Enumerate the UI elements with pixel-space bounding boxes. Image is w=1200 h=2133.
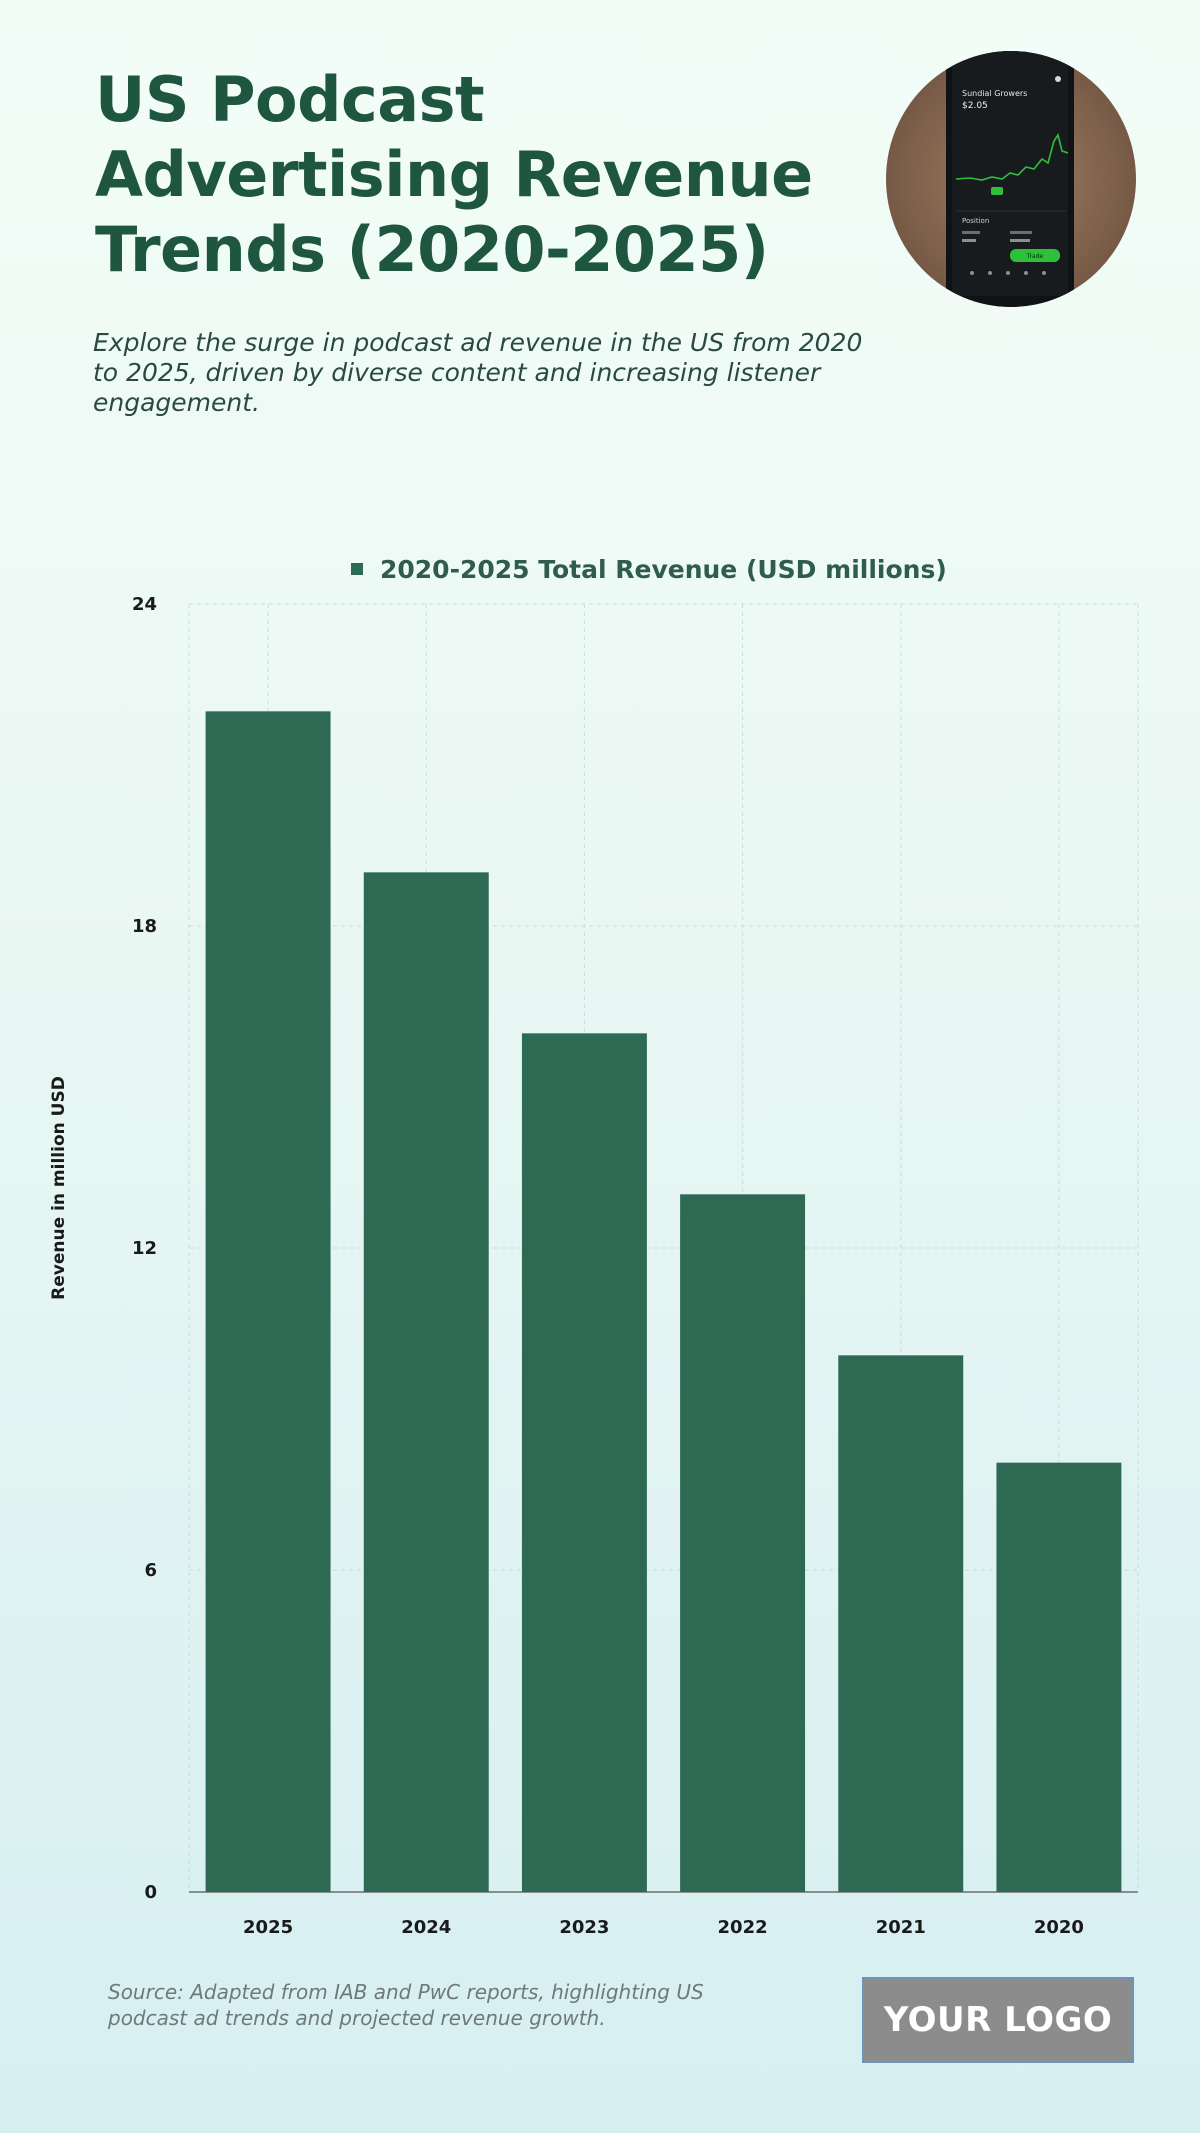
- revenue-bar-chart: 0 6 12 18 24 2025 2024 2023 2022 2021 2020 2020-20…: [0, 540, 1200, 1940]
- y-tick-label: 6: [144, 1560, 157, 1581]
- page-title: US Podcast Advertising Revenue Trends (2…: [95, 63, 813, 286]
- photo-stock-price: $2.05: [962, 101, 988, 111]
- x-tick-label: 2024: [401, 1917, 451, 1938]
- x-tick-label: 2023: [559, 1917, 609, 1938]
- x-tick-label: 2025: [243, 1917, 293, 1938]
- y-tick-label: 0: [144, 1882, 157, 1903]
- photo-section-label: Position: [962, 217, 989, 225]
- photo-stock-name: Sundial Growers: [962, 89, 1027, 98]
- logo-placeholder: YOUR LOGO: [862, 1977, 1134, 2063]
- y-tick-label: 24: [132, 594, 157, 615]
- legend-swatch: [351, 563, 363, 575]
- bar-2021: [838, 1355, 964, 1892]
- bar-2024: [363, 872, 489, 1892]
- chart-tick-labels: 0 6 12 18 24 2025 2024 2023 2022 2021 2020: [132, 594, 1084, 1938]
- bar-2022: [680, 1194, 806, 1892]
- bar-2020: [996, 1462, 1122, 1892]
- x-tick-label: 2020: [1034, 1917, 1084, 1938]
- chart-legend: 2020-2025 Total Revenue (USD millions): [351, 555, 947, 584]
- y-axis-title: Revenue in million USD: [49, 1076, 69, 1300]
- phone-stock-photo: Sundial Growers $2.05 Position Trade: [886, 51, 1136, 307]
- y-tick-label: 18: [132, 916, 157, 937]
- bar-2025: [205, 711, 331, 1893]
- x-tick-label: 2021: [876, 1917, 926, 1938]
- photo-trade-button: Trade: [1026, 253, 1044, 260]
- bar-2023: [521, 1033, 647, 1892]
- page-subtitle: Explore the surge in podcast ad revenue …: [93, 328, 863, 417]
- x-tick-label: 2022: [718, 1917, 768, 1938]
- chart-gridlines: [188, 603, 1139, 1892]
- source-note: Source: Adapted from IAB and PwC reports…: [108, 1980, 704, 2030]
- y-tick-label: 12: [132, 1238, 157, 1259]
- legend-label: 2020-2025 Total Revenue (USD millions): [380, 555, 947, 584]
- chart-bars: [189, 711, 1138, 1893]
